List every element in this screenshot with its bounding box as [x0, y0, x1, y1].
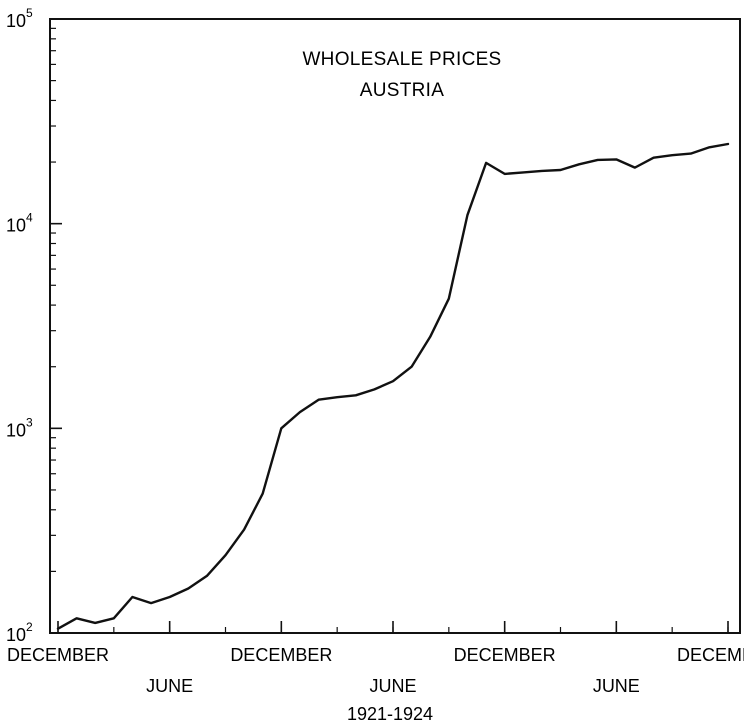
x-axis: DECEMBER DECEMBER DECEMBER DECEMBER JUNE JUNE… — [7, 621, 744, 696]
x-tick-label-june: JUNE — [146, 676, 193, 696]
plot-frame — [49, 18, 741, 634]
x-tick-label-december: DECEMBER — [454, 645, 556, 665]
chart-title-line-2: AUSTRIA — [360, 80, 444, 101]
x-tick-label-june: JUNE — [593, 676, 640, 696]
series-line — [56, 142, 730, 630]
x-tick-label-december: DECEMBER — [677, 645, 744, 665]
x-axis-title: 1921-1924 — [347, 704, 433, 724]
chart-title-line-1: WHOLESALE PRICES — [302, 49, 501, 70]
y-tick-label: 104 — [6, 211, 33, 236]
x-tick-label-december: DECEMBER — [230, 645, 332, 665]
y-tick-label: 105 — [6, 6, 33, 31]
y-tick-label: 103 — [6, 415, 33, 440]
x-tick-label-december: DECEMBER — [7, 645, 109, 665]
x-tick-label-june: JUNE — [369, 676, 416, 696]
y-axis: 102 103 104 105 — [6, 6, 62, 645]
y-tick-label: 102 — [6, 620, 33, 645]
